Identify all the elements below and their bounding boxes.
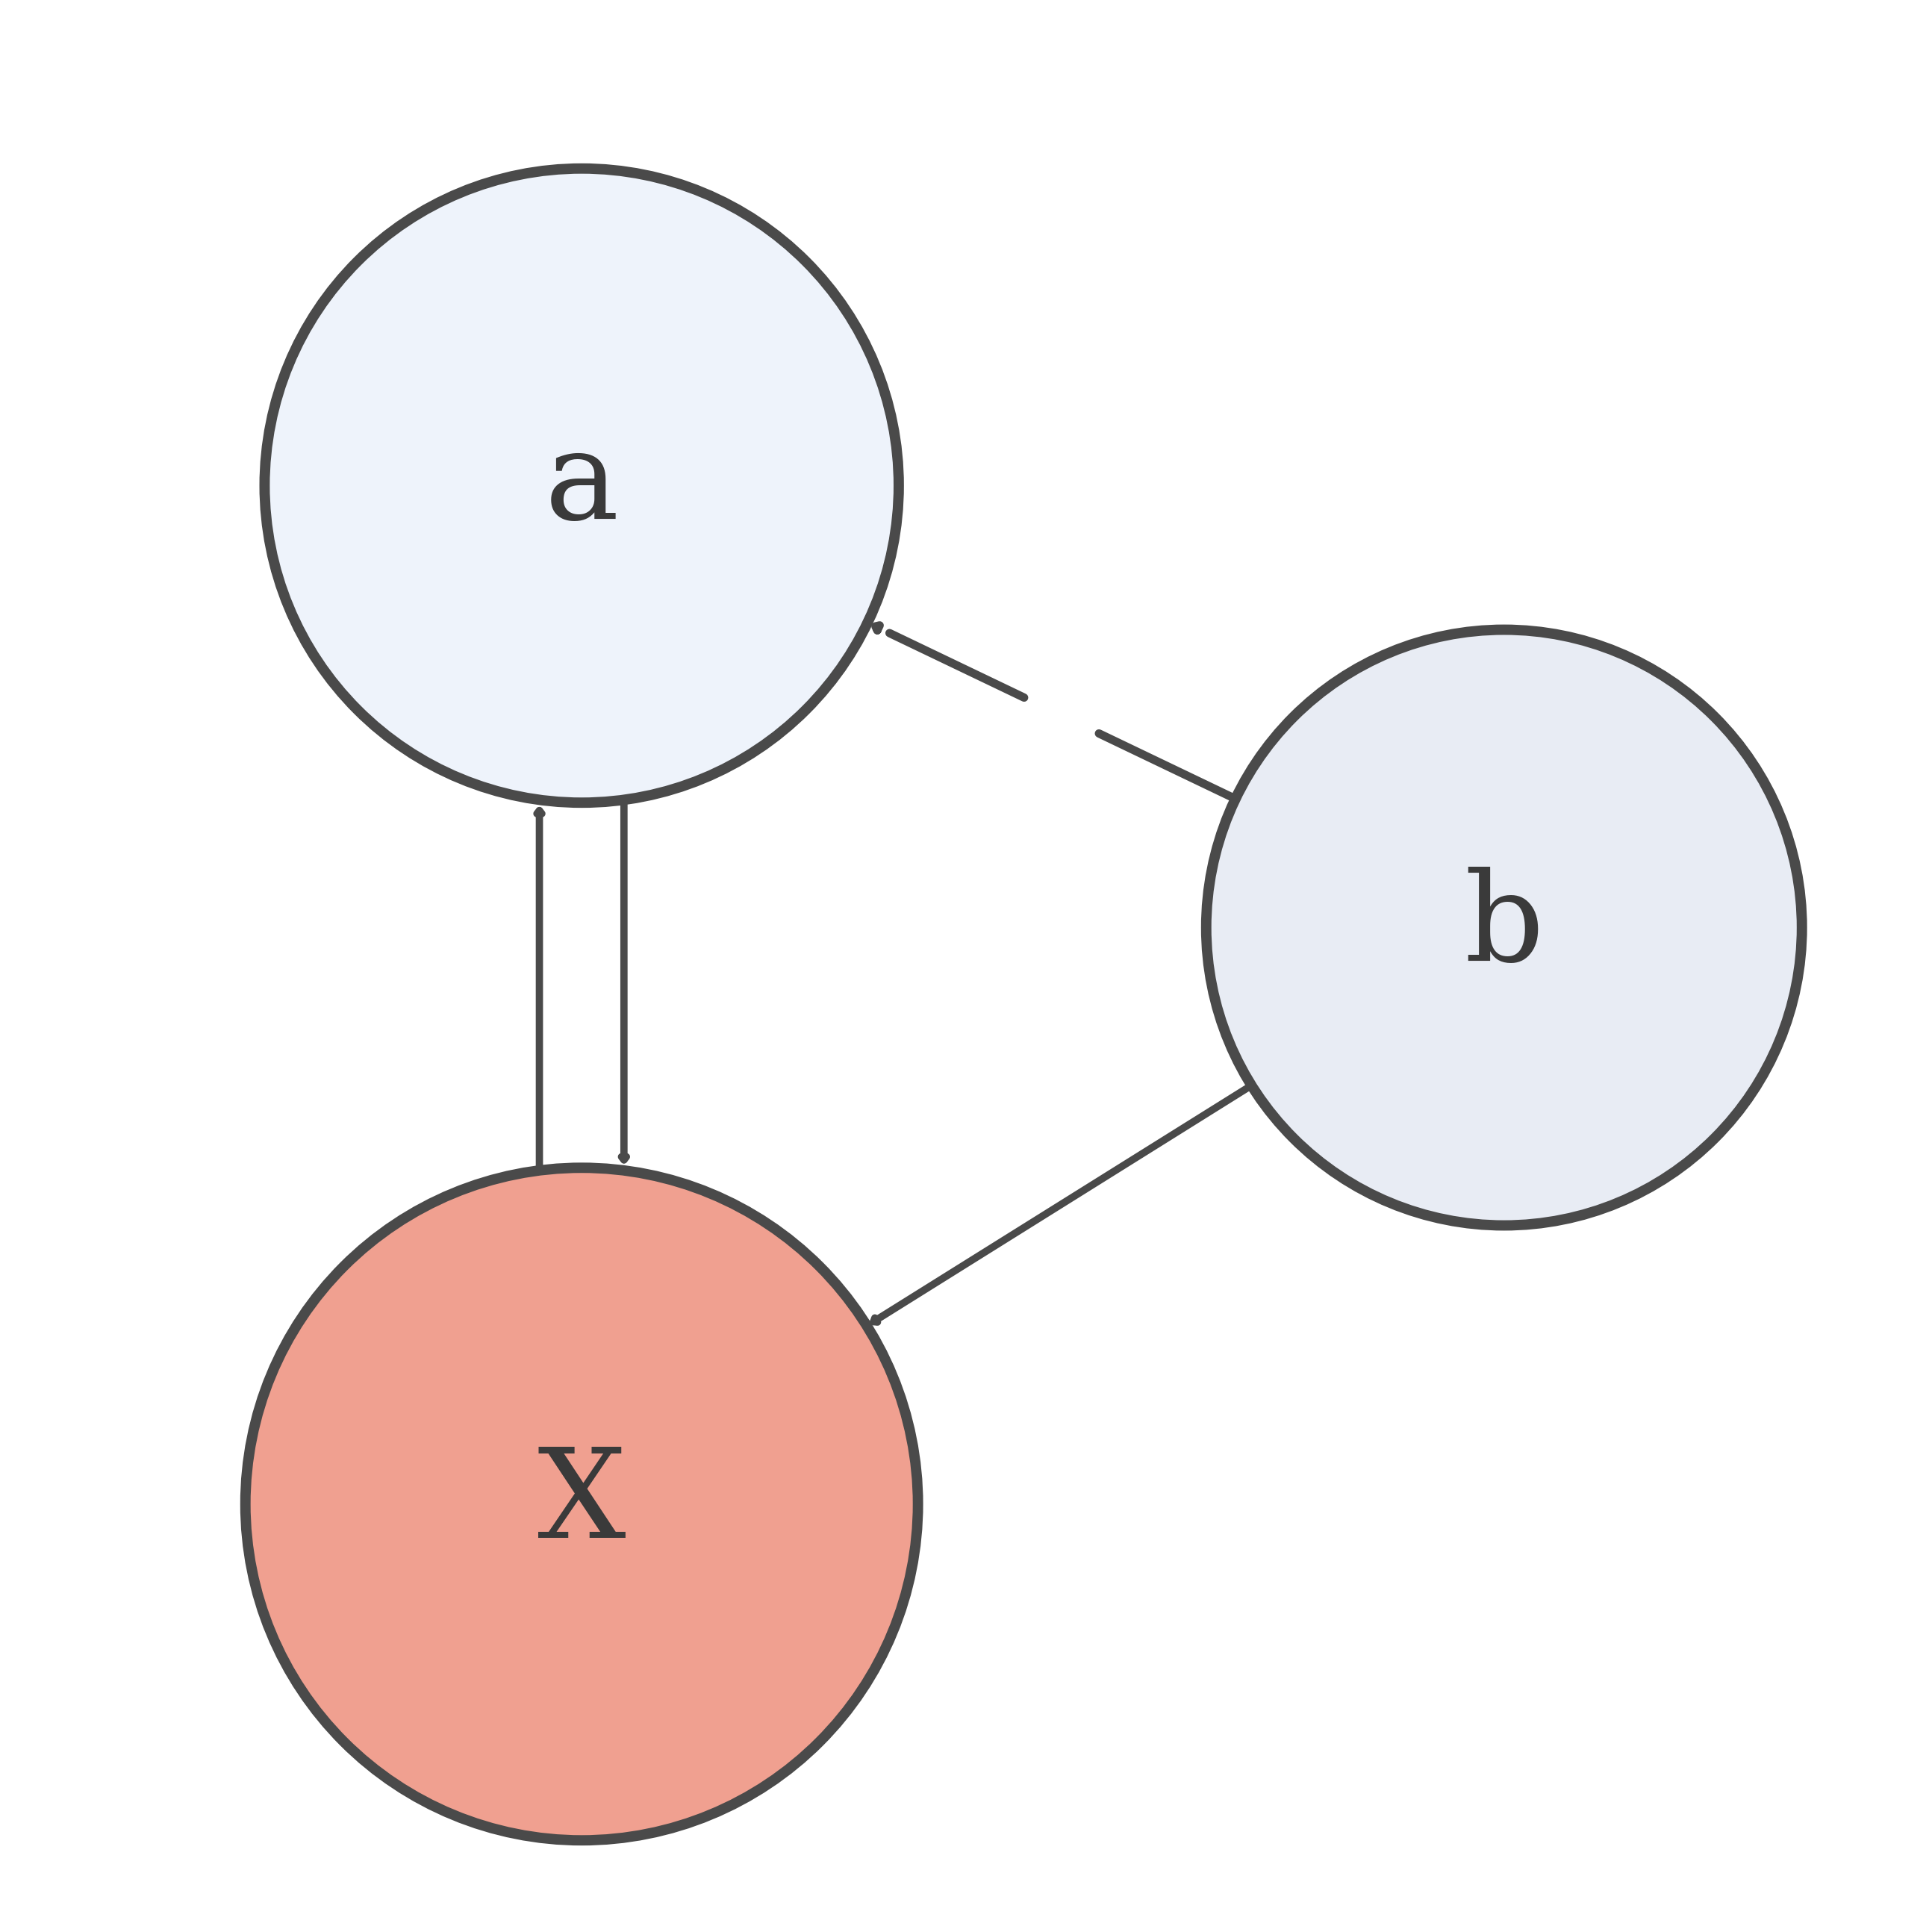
Text: b: b <box>1464 867 1544 987</box>
Circle shape <box>245 1167 918 1841</box>
Circle shape <box>265 168 898 802</box>
Circle shape <box>1206 630 1803 1225</box>
FancyArrowPatch shape <box>873 1086 1250 1321</box>
Text: a: a <box>545 425 618 545</box>
FancyArrowPatch shape <box>537 811 541 1165</box>
FancyArrowPatch shape <box>875 626 1233 798</box>
FancyArrowPatch shape <box>622 806 626 1159</box>
Text: X: X <box>537 1443 626 1565</box>
